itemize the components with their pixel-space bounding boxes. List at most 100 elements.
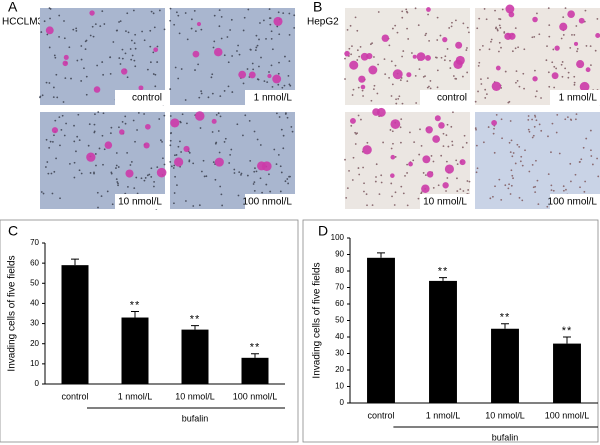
cell-dot (422, 172, 425, 174)
cell-dot (218, 151, 221, 154)
cell-dot (270, 64, 273, 67)
cell-dot (362, 166, 365, 169)
cell-dot (437, 184, 440, 187)
cell-dot (150, 176, 153, 178)
cell-dot (212, 161, 215, 164)
cell-dot (349, 24, 352, 27)
cell-dot (397, 97, 400, 100)
cell-dot (288, 33, 291, 36)
cell-dot (461, 75, 464, 78)
cell-dot (132, 9, 135, 12)
cell-dot (426, 86, 429, 89)
cell-dot (48, 146, 51, 149)
cell-dot (356, 59, 359, 61)
cell-dot (158, 9, 161, 12)
cell-dot (535, 119, 538, 122)
cell-dot (573, 75, 576, 78)
y-tick-label: 20 (335, 365, 344, 374)
cell-dot (156, 61, 159, 63)
cell-dot (377, 11, 380, 13)
cell-dot (163, 114, 166, 117)
cell-dot (546, 205, 549, 208)
cell-dot (552, 48, 555, 51)
cell-dot (546, 45, 548, 48)
cell-dot (521, 164, 524, 167)
cell-dot (173, 202, 175, 205)
cell-dot (190, 27, 193, 30)
cell-dot (161, 140, 163, 143)
y-tick-label: 60 (335, 299, 344, 308)
label-box (420, 90, 470, 105)
cell-dot (84, 40, 87, 43)
cell-dot (115, 152, 118, 154)
cell-dot (452, 75, 455, 77)
cell-dot (275, 112, 278, 115)
cell-dot (279, 165, 282, 168)
cell-dot (101, 134, 104, 137)
cell-dot (466, 71, 469, 74)
error-bar (439, 277, 447, 281)
cell-dot (419, 128, 421, 131)
cell-dot (253, 130, 256, 133)
cell-dot (527, 118, 530, 121)
cell-dot (406, 172, 408, 174)
cell-dot (428, 39, 431, 42)
invaded-cell (595, 32, 600, 38)
y-tick-label: 100 (331, 233, 345, 242)
cell-dot (424, 34, 427, 37)
invaded-cell (248, 71, 256, 79)
cell-dot (348, 169, 350, 172)
cell-dot (117, 166, 120, 168)
invaded-cell (579, 81, 590, 92)
cell-dot (188, 151, 191, 154)
error-bar (131, 310, 139, 318)
label-box (550, 194, 600, 209)
cell-dot (553, 86, 556, 89)
cell-dot (211, 73, 214, 76)
panel-letter: B (313, 0, 322, 15)
cell-dot (430, 155, 433, 157)
cell-dot (414, 7, 417, 10)
cell-dot (269, 190, 272, 193)
cell-dot (266, 81, 269, 84)
cell-dot (394, 191, 397, 194)
image-label: 100 nmol/L (243, 197, 293, 208)
cell-dot (442, 132, 445, 135)
cell-dot (345, 196, 348, 199)
cell-dot (253, 181, 256, 184)
x-tick-label: 10 nmol/L (175, 391, 215, 401)
cell-dot (407, 38, 410, 40)
invaded-cell (426, 170, 434, 178)
cell-dot (390, 95, 393, 97)
cell-dot (535, 90, 538, 93)
cell-dot (449, 67, 452, 69)
cell-dot (456, 190, 459, 192)
cell-dot (455, 159, 458, 162)
invaded-cell (349, 117, 356, 124)
cell-dot (391, 83, 394, 86)
cell-dot (175, 154, 178, 156)
panel-letter: A (8, 0, 18, 15)
cell-dot (508, 141, 511, 144)
cell-dot (259, 177, 262, 180)
cell-dot (548, 35, 551, 38)
cell-dot (154, 85, 157, 88)
cell-dot (88, 123, 91, 126)
cell-dot (154, 73, 157, 76)
cell-dot (475, 128, 477, 131)
cell-dot (352, 88, 355, 91)
cell-dot (282, 147, 285, 150)
cell-dot (228, 162, 231, 164)
cell-dot (109, 72, 112, 75)
cell-dot (163, 28, 166, 31)
invaded-cell (432, 135, 441, 143)
cell-dot (547, 71, 550, 74)
cell-dot (117, 184, 119, 187)
cell-dot (63, 37, 66, 40)
cell-dot (102, 112, 105, 115)
cell-dot (111, 203, 114, 206)
cell-dot (236, 123, 239, 126)
invaded-cell (104, 141, 113, 149)
cell-dot (243, 16, 246, 19)
cell-dot (504, 70, 507, 73)
